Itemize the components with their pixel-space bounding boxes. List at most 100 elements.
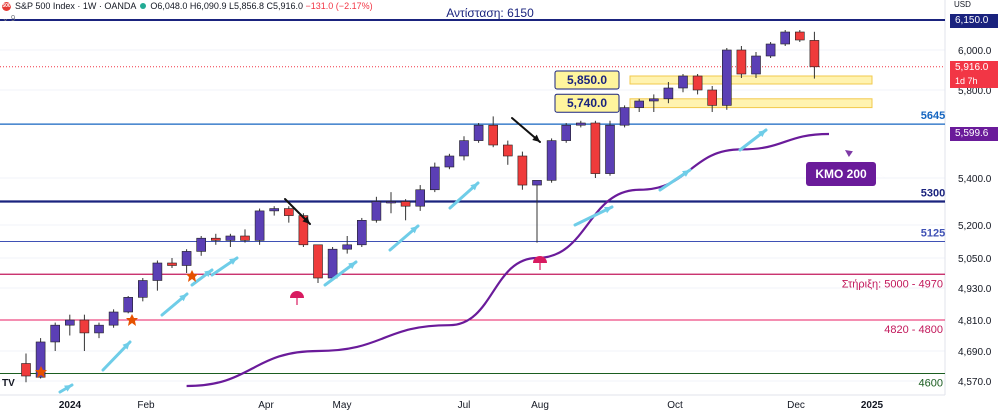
candle-body (400, 201, 411, 207)
candle-body (444, 155, 455, 168)
arrow-head (64, 385, 72, 392)
umbrella-marker-icon (290, 291, 304, 298)
candle-body (415, 189, 426, 207)
candle-body (678, 75, 688, 89)
price-tick-label: 4,690.0 (958, 347, 992, 358)
candle-body (108, 311, 119, 326)
trend-arrows (35, 117, 886, 394)
candle-body (123, 297, 133, 313)
candle-body (356, 220, 367, 246)
candle-body (181, 251, 192, 266)
time-tick-label: 2024 (59, 400, 82, 411)
arrow-head (604, 207, 612, 214)
moving-average-line (186, 132, 830, 388)
candle-body (167, 262, 177, 266)
candle-body (240, 235, 250, 241)
candle-body (488, 124, 499, 146)
candle-body (313, 244, 323, 279)
candlesticks (21, 30, 820, 383)
candle-body (692, 75, 703, 91)
candle-body (473, 124, 484, 141)
price-tick-label: 5,800.0 (958, 86, 992, 97)
candle-body (502, 144, 513, 157)
arrow-head (204, 270, 212, 278)
candle-body (619, 107, 630, 126)
tradingview-logo-icon[interactable]: TV (2, 378, 15, 389)
candle-body (736, 49, 747, 75)
time-tick-label: Dec (787, 400, 805, 411)
support-label: Στήριξη: 5000 - 4970 (842, 278, 943, 290)
candle-body (152, 262, 163, 281)
arrow-head (758, 130, 766, 138)
currency-label[interactable]: USD (954, 0, 971, 9)
candle-body (79, 319, 90, 334)
candle-body (65, 319, 75, 326)
candle-body (254, 210, 265, 241)
price-tick-label: 5,050.0 (958, 254, 992, 265)
candle-body (269, 208, 280, 212)
candle-body (721, 49, 732, 106)
candle-body (50, 324, 61, 343)
arrow-head (229, 258, 237, 265)
price-tick-label: 4,930.0 (958, 284, 992, 295)
resistance-price-tag: 6,150.0 (950, 14, 998, 28)
candle-body (663, 87, 674, 100)
candle-body (634, 100, 645, 108)
candle-body (386, 201, 396, 204)
zone-label: 4820 - 4800 (884, 324, 943, 336)
arrow-head (410, 226, 418, 234)
price-tick-label: 4,570.0 (958, 377, 992, 388)
arrow-head (302, 216, 310, 224)
star-marker-icon (186, 270, 198, 282)
candle-body (590, 122, 601, 174)
price-box (554, 93, 620, 113)
candle-body (371, 201, 382, 221)
level-5300-label: 5300 (921, 188, 945, 200)
time-tick-label: May (333, 400, 352, 411)
arrow-head (122, 342, 130, 350)
price-tick-label: 5,400.0 (958, 174, 992, 185)
candle-body (283, 208, 294, 216)
time-tick-label: Apr (258, 400, 274, 411)
candle-body (298, 215, 309, 246)
chart-legend-header: 500 S&P 500 Index · 1W · OANDA O6,048.0 … (0, 0, 373, 12)
star-marker-icon (35, 366, 47, 378)
candle-body (138, 280, 148, 298)
candle-body (21, 363, 31, 377)
candle-body (780, 31, 791, 45)
price-box (554, 70, 620, 90)
arrow-head (532, 134, 540, 142)
arrow-head (845, 150, 853, 157)
symbol-title[interactable]: S&P 500 Index · 1W · OANDA (15, 1, 137, 11)
price-axis[interactable]: 6,000.0 5,800.0 5,400.0 5,200.0 5,050.0 4,930… (958, 46, 992, 388)
ohlc-values: O6,048.0 H6,090.9 L5,856.8 C5,916.0 (150, 1, 304, 11)
candle-body (707, 89, 718, 106)
time-tick-label: Jul (458, 400, 471, 411)
price-tick-label: 6,000.0 (958, 46, 992, 57)
candle-body (94, 324, 104, 334)
price-zone (629, 98, 873, 109)
price-box-label: 5,740.0 (567, 96, 607, 110)
price-tick-label: 5,200.0 (958, 221, 992, 232)
candle-body (648, 98, 659, 102)
time-tick-label: Aug (531, 400, 549, 411)
level-5645-label: 5645 (921, 110, 945, 122)
candle-body (561, 124, 572, 141)
candle-body (575, 122, 586, 126)
time-axis[interactable]: 2024 Feb Apr May Jul Aug Oct Dec 2025 (59, 400, 884, 411)
candle-body (429, 166, 440, 191)
ma-200-line (186, 132, 830, 388)
last-price-tag: 5,916.0 (950, 61, 998, 75)
ma-label: ΚΜΟ 200 (815, 167, 867, 181)
level-4600-label: 4600 (919, 378, 943, 390)
indicators-collapse-toggle[interactable]: ⌄ 9 (2, 14, 16, 23)
candle-body (342, 244, 353, 250)
arrow-head (682, 170, 690, 177)
arrow-head (470, 183, 478, 191)
price-zones (629, 75, 873, 109)
level-5125-label: 5125 (921, 228, 945, 240)
price-box-label: 5,850.0 (567, 73, 607, 87)
candle-body (211, 237, 221, 241)
price-tick-label: 4,810.0 (958, 316, 992, 327)
